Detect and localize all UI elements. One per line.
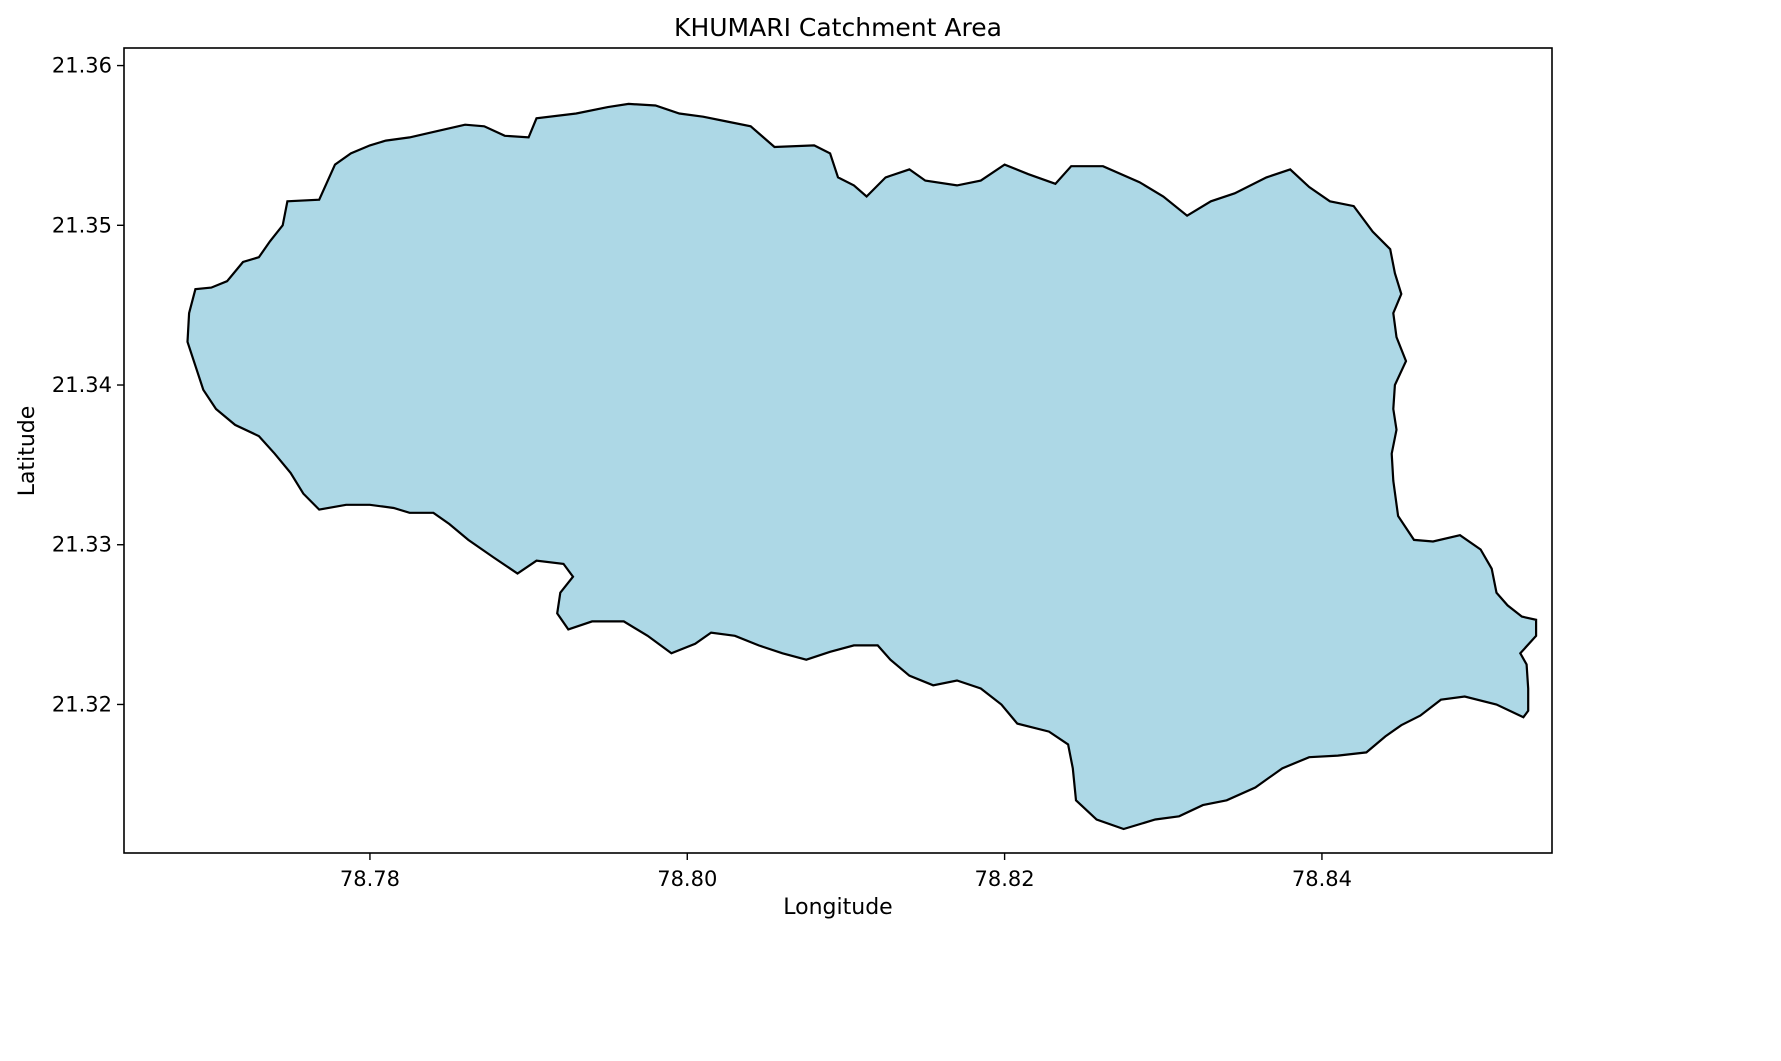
chart-title: KHUMARI Catchment Area <box>674 13 1002 42</box>
x-tick-label: 78.80 <box>657 867 717 891</box>
x-tick-label: 78.78 <box>340 867 400 891</box>
y-axis-title: Latitude <box>15 406 40 497</box>
y-tick-label: 21.36 <box>52 54 112 78</box>
x-tick-label: 78.82 <box>975 867 1035 891</box>
y-tick-label: 21.35 <box>52 213 112 237</box>
plot-frame <box>123 47 1553 854</box>
y-tick-label: 21.34 <box>52 373 112 397</box>
y-axis-ticks: 21.32 21.33 21.34 21.35 21.36 <box>52 54 124 716</box>
y-tick-label: 21.32 <box>52 692 112 716</box>
x-tick-label: 78.84 <box>1292 867 1352 891</box>
catchment-area-polygon <box>186 102 1538 831</box>
x-axis-title: Longitude <box>783 895 892 920</box>
y-tick-label: 21.33 <box>52 533 112 557</box>
x-axis-ticks: 78.78 78.80 78.82 78.84 <box>340 853 1352 891</box>
